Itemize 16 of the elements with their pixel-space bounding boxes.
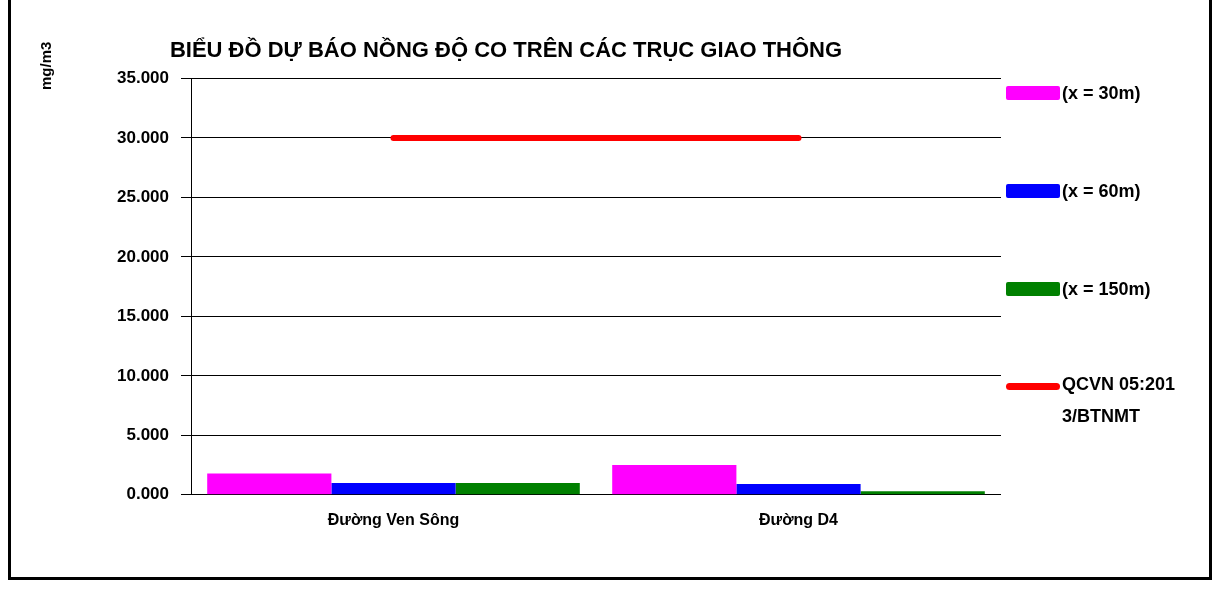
legend-label: (x = 60m)	[1062, 180, 1142, 202]
y-tick-label: 10.000	[117, 365, 169, 385]
x-tick-label: Đường Ven Sông	[327, 510, 460, 528]
y-tick-label: 15.000	[117, 306, 169, 326]
legend-label: QCVN 05:2013/BTNMT	[1062, 373, 1177, 428]
y-tick-label: 30.000	[117, 127, 169, 147]
y-tick-label: 25.000	[117, 187, 169, 207]
x-tick-label: Đường D4	[759, 510, 839, 528]
legend-label: (x = 30m)	[1062, 82, 1142, 104]
y-tick-label: 0.000	[126, 484, 169, 504]
y-axis-title: mg/m3	[37, 41, 54, 90]
y-tick-label: 20.000	[117, 246, 169, 266]
chart-title: BIỂU ĐỒ DỰ BÁO NỒNG ĐỘ CO TRÊN CÁC TRỤC GIAO THÔNG	[169, 37, 843, 63]
legend-label: (x = 150m)	[1062, 278, 1152, 300]
y-tick-label: 35.000	[117, 68, 169, 88]
y-tick-label: 5.000	[126, 425, 169, 444]
